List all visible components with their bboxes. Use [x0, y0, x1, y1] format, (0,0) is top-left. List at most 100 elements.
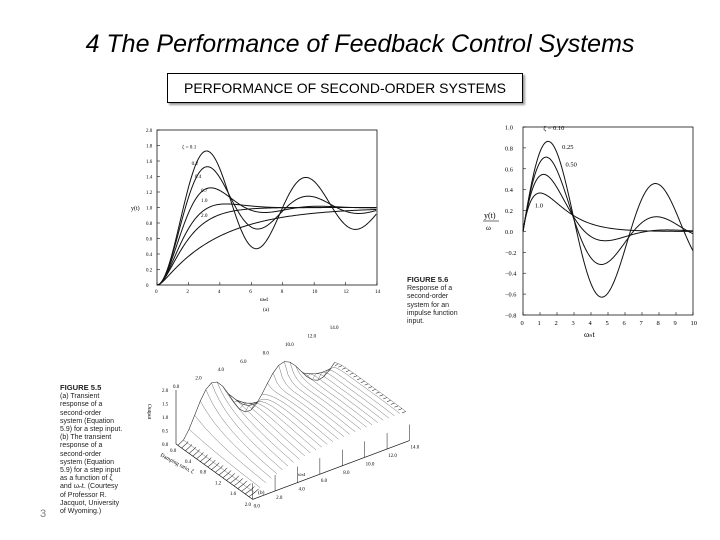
impulse-series-label: ζ = 0.10 [543, 125, 564, 132]
impulse-series-line [522, 192, 693, 232]
surface-t-line [267, 383, 339, 440]
impulse-series-label: 1.0 [535, 202, 543, 209]
step-series-label: 0.4 [195, 174, 202, 180]
step-series-label: 1.0 [201, 198, 208, 204]
step-ylabel: y(t) [131, 205, 140, 212]
figure-5-5-caption-line: response of a [60, 401, 103, 409]
surface-t-line [261, 394, 334, 442]
step-y-tick-label: 2.0 [146, 129, 153, 134]
surface-t-line [188, 428, 261, 488]
slide-title: 4 The Performance of Feedback Control Sy… [85, 30, 635, 58]
surface-t-line [216, 381, 289, 467]
impulse-y-tick-label: 1.0 [505, 125, 513, 132]
surface-z-tick-label: 2.0 [162, 389, 169, 394]
impulse-series-line [522, 140, 694, 298]
surface-back-t-tick-label: 14.0 [330, 326, 339, 331]
impulse-chart-frame [522, 126, 694, 316]
step-series-label: 0.7 [201, 188, 208, 194]
figure-5-5-caption-line: system (Equation [60, 417, 115, 425]
figure-5-5-caption-line: second-order [60, 409, 102, 417]
step-series-line [156, 207, 377, 286]
figure-5-6-caption: FIGURE 5.6 Response of a second-order syst… [407, 275, 477, 326]
surface-t-tick-label: 8.0 [343, 471, 350, 476]
surface-zeta-tick-label: 0.4 [185, 460, 192, 465]
surface-t-line [289, 362, 362, 430]
step-y-tick-label: 1.0 [146, 207, 153, 212]
surface-t-line [211, 382, 283, 470]
figure-5-5-caption-line: of Wyoming.) [60, 508, 102, 516]
step-x-tick-label: 0 [155, 289, 158, 295]
figure-5-5-title: FIGURE 5.5 [60, 383, 102, 392]
surface-back-t-tick-label: 4.0 [218, 368, 225, 373]
surface-t-line [200, 400, 272, 479]
surface-t-tick-label: 12.0 [388, 454, 397, 459]
surface-back-t-tick-label: 6.0 [240, 360, 247, 365]
impulse-x-tick-label: 3 [572, 320, 575, 327]
impulse-ylabel-bottom: ω [486, 223, 491, 232]
surface-t-line [323, 370, 395, 417]
panel-a-label: (a) [263, 306, 269, 313]
surface-zeta-tick-label: 0.8 [200, 471, 207, 476]
surface-t-line [295, 365, 367, 428]
impulse-y-tick-label: 0.2 [505, 208, 513, 215]
surface-t-line [312, 373, 384, 421]
figure-5-6-title: FIGURE 5.6 [407, 275, 449, 284]
surface-z-tick-label: 0.5 [162, 430, 169, 435]
surface-t-line [272, 372, 345, 437]
surface-t-line [301, 371, 373, 426]
surface-t-line [233, 400, 306, 457]
step-y-tick-label: 0.8 [146, 222, 153, 227]
impulse-series-line [522, 173, 694, 242]
step-x-tick-label: 12 [344, 289, 350, 295]
figure-5-5-caption: FIGURE 5.5 (a) Transient response of a sec… [60, 383, 140, 516]
impulse-y-tick-label: −0.6 [505, 292, 516, 299]
step-x-tick-label: 6 [249, 289, 252, 295]
step-x-tick-label: 8 [281, 289, 284, 295]
surface-back-t-tick-label: 0.0 [173, 385, 180, 390]
surface-z-tick-label: 0.0 [162, 443, 169, 448]
impulse-x-tick-label: 1 [538, 320, 541, 327]
surface-t-line [284, 361, 356, 433]
impulse-series-label: 0.50 [566, 162, 577, 169]
step-y-tick-label: 0.6 [146, 238, 153, 243]
impulse-series-line [522, 156, 694, 265]
surface-t-line [317, 372, 390, 419]
impulse-x-tick-label: 10 [691, 320, 698, 327]
figure-5-6-caption-line: system for an [407, 301, 450, 309]
surface-strip [177, 361, 335, 446]
surface-zeta-tick-label: 2.0 [245, 503, 252, 508]
impulse-ylabel-top: y(t) [484, 211, 496, 220]
impulse-y-tick-label: 0.8 [505, 145, 513, 152]
impulse-xlabel: ωₙt [584, 330, 595, 339]
section-subtitle: PERFORMANCE OF SECOND-ORDER SYSTEMS [167, 73, 523, 103]
figure-5-6-caption-line: Response of a [407, 285, 453, 293]
surface-t-line [222, 386, 294, 463]
impulse-y-tick-label: −0.8 [505, 313, 516, 320]
step-x-tick-label: 14 [375, 289, 381, 295]
step-y-tick-label: 0.2 [146, 269, 153, 274]
figure-5-6-caption-line: impulse function [407, 309, 458, 317]
step-y-tick-label: 1.2 [146, 191, 153, 196]
surface-t-tick-label: 2.0 [276, 496, 283, 501]
surface-t-line [228, 393, 300, 460]
step-series-line [156, 203, 377, 286]
figure-5-5-caption-line: second-order [60, 450, 102, 458]
figure-5-5-caption-line: as a function of ζ [60, 475, 113, 483]
surface-t-line [256, 398, 328, 445]
figure-5-5-caption-line: and ωₙt. (Courtesy [60, 483, 119, 491]
step-series-label: 2.0 [201, 213, 208, 219]
step-series-line [156, 150, 377, 286]
surface-zeta-tick-label: 1.2 [215, 481, 222, 486]
surface-zeta-line [177, 361, 335, 446]
impulse-y-tick-label: 0.6 [505, 166, 513, 173]
impulse-y-tick-label: 0.0 [505, 229, 513, 236]
impulse-response-chart: 0 1 2 3 4 5 6 7 8 9 10 1.0 0.8 0.6 0.4 0.2 0.0 −0.2 −0.4 −0… [483, 125, 698, 339]
impulse-y-tick-label: −0.4 [505, 271, 517, 278]
figure-5-5-caption-line: 5.9) for a step input [60, 467, 121, 475]
step-x-tick-label: 4 [218, 289, 221, 295]
surface-back-t-tick-label: 12.0 [307, 335, 316, 340]
impulse-x-tick-label: 6 [623, 320, 627, 327]
panel-b-label: (b) [258, 489, 265, 496]
surface-t-line [306, 373, 378, 423]
surface-t-tick-label: 4.0 [298, 488, 305, 493]
